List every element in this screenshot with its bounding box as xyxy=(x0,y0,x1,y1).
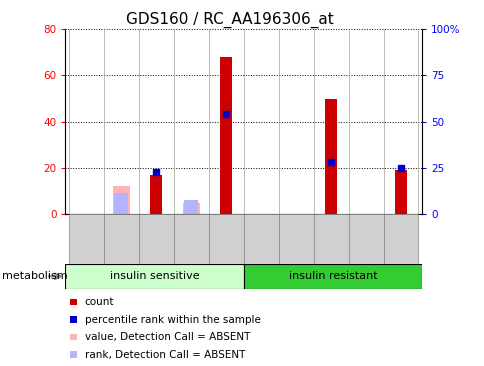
Bar xyxy=(184,200,198,214)
Bar xyxy=(313,214,348,264)
Text: insulin sensitive: insulin sensitive xyxy=(109,271,199,281)
Title: GDS160 / RC_AA196306_at: GDS160 / RC_AA196306_at xyxy=(125,12,333,28)
Bar xyxy=(394,170,406,214)
Bar xyxy=(150,175,162,214)
Bar xyxy=(243,214,278,264)
Bar xyxy=(65,264,243,289)
Text: insulin resistant: insulin resistant xyxy=(288,271,377,281)
Text: rank, Detection Call = ABSENT: rank, Detection Call = ABSENT xyxy=(85,350,245,360)
Bar xyxy=(278,214,313,264)
Bar xyxy=(114,193,128,214)
Bar xyxy=(208,214,243,264)
Bar xyxy=(324,98,336,214)
Bar xyxy=(243,264,421,289)
Text: metabolism: metabolism xyxy=(2,271,68,281)
Bar xyxy=(173,214,208,264)
Bar xyxy=(182,202,199,214)
Bar xyxy=(69,214,104,264)
Bar xyxy=(104,214,138,264)
Text: percentile rank within the sample: percentile rank within the sample xyxy=(85,314,260,325)
Bar xyxy=(112,186,130,214)
Bar xyxy=(348,214,383,264)
Bar xyxy=(220,57,232,214)
Text: value, Detection Call = ABSENT: value, Detection Call = ABSENT xyxy=(85,332,250,342)
Text: count: count xyxy=(85,297,114,307)
Bar xyxy=(138,214,173,264)
Bar xyxy=(383,214,418,264)
